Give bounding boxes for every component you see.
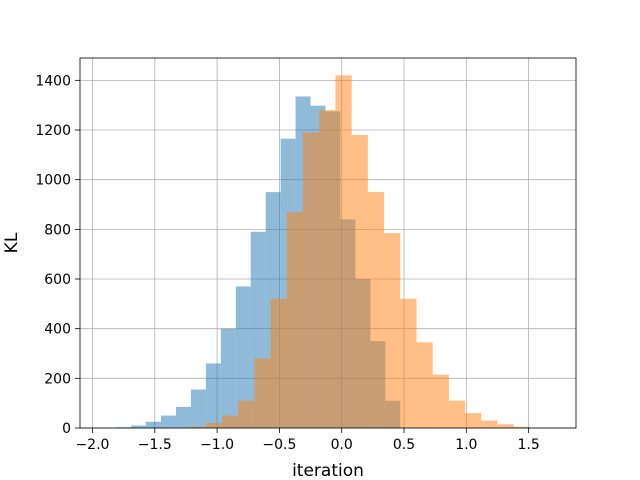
histogram-bar — [254, 358, 271, 428]
histogram-bar — [189, 426, 206, 428]
histogram-bar — [220, 328, 236, 428]
x-tick-label: 0.0 — [331, 437, 353, 453]
histogram-bars — [116, 75, 530, 429]
histogram-bar — [319, 110, 336, 429]
histogram-bar — [286, 211, 304, 428]
x-axis: −2.0 −1.5 −1.0 −0.5 0.0 0.5 1.0 1.5 — [75, 428, 540, 453]
histogram-bar — [367, 192, 385, 428]
histogram-bar — [222, 415, 239, 428]
histogram-bar — [384, 233, 401, 428]
y-axis-label: KL — [2, 232, 22, 253]
histogram-bar — [190, 389, 206, 428]
histogram-bar — [513, 426, 530, 428]
y-tick-label: 800 — [44, 222, 71, 238]
histogram-bar — [465, 413, 482, 428]
x-tick-label: 1.5 — [518, 437, 540, 453]
histogram-bar — [238, 400, 255, 428]
histogram-bar — [205, 363, 221, 428]
histogram-bar — [146, 421, 162, 428]
x-tick-label: −0.5 — [262, 437, 296, 453]
y-tick-label: 1000 — [35, 173, 71, 189]
y-tick-label: 1400 — [35, 73, 71, 89]
histogram-bar — [351, 134, 368, 428]
histogram-bar — [432, 374, 449, 428]
histogram-bar — [448, 400, 466, 428]
histogram-bar — [205, 423, 223, 428]
histogram-bar — [335, 75, 352, 428]
histogram-bar — [416, 342, 433, 428]
histogram-bar — [270, 298, 287, 428]
y-axis: 0 200 400 600 800 1000 1200 1400 — [35, 73, 80, 437]
x-tick-label: −1.5 — [138, 437, 172, 453]
histogram-bar — [235, 286, 251, 428]
histogram-bar — [131, 425, 147, 428]
x-tick-label: 0.5 — [393, 437, 415, 453]
histogram-bar — [497, 424, 514, 428]
histogram-bar — [175, 406, 191, 428]
histogram-bar — [303, 132, 320, 428]
y-tick-label: 600 — [44, 272, 71, 288]
x-tick-label: 1.0 — [455, 437, 477, 453]
histogram-bar — [481, 420, 498, 428]
series-2-bars — [189, 75, 530, 429]
histogram-bar — [400, 298, 417, 428]
y-tick-label: 400 — [44, 322, 71, 338]
plot-frame — [79, 57, 577, 429]
y-tick-label: 0 — [62, 421, 71, 437]
y-tick-label: 200 — [44, 371, 71, 387]
y-tick-label: 1200 — [35, 123, 71, 139]
histogram-bar — [161, 415, 176, 428]
x-axis-label: iteration — [292, 461, 364, 480]
x-tick-label: −2.0 — [75, 437, 109, 453]
x-tick-label: −1.0 — [200, 437, 234, 453]
